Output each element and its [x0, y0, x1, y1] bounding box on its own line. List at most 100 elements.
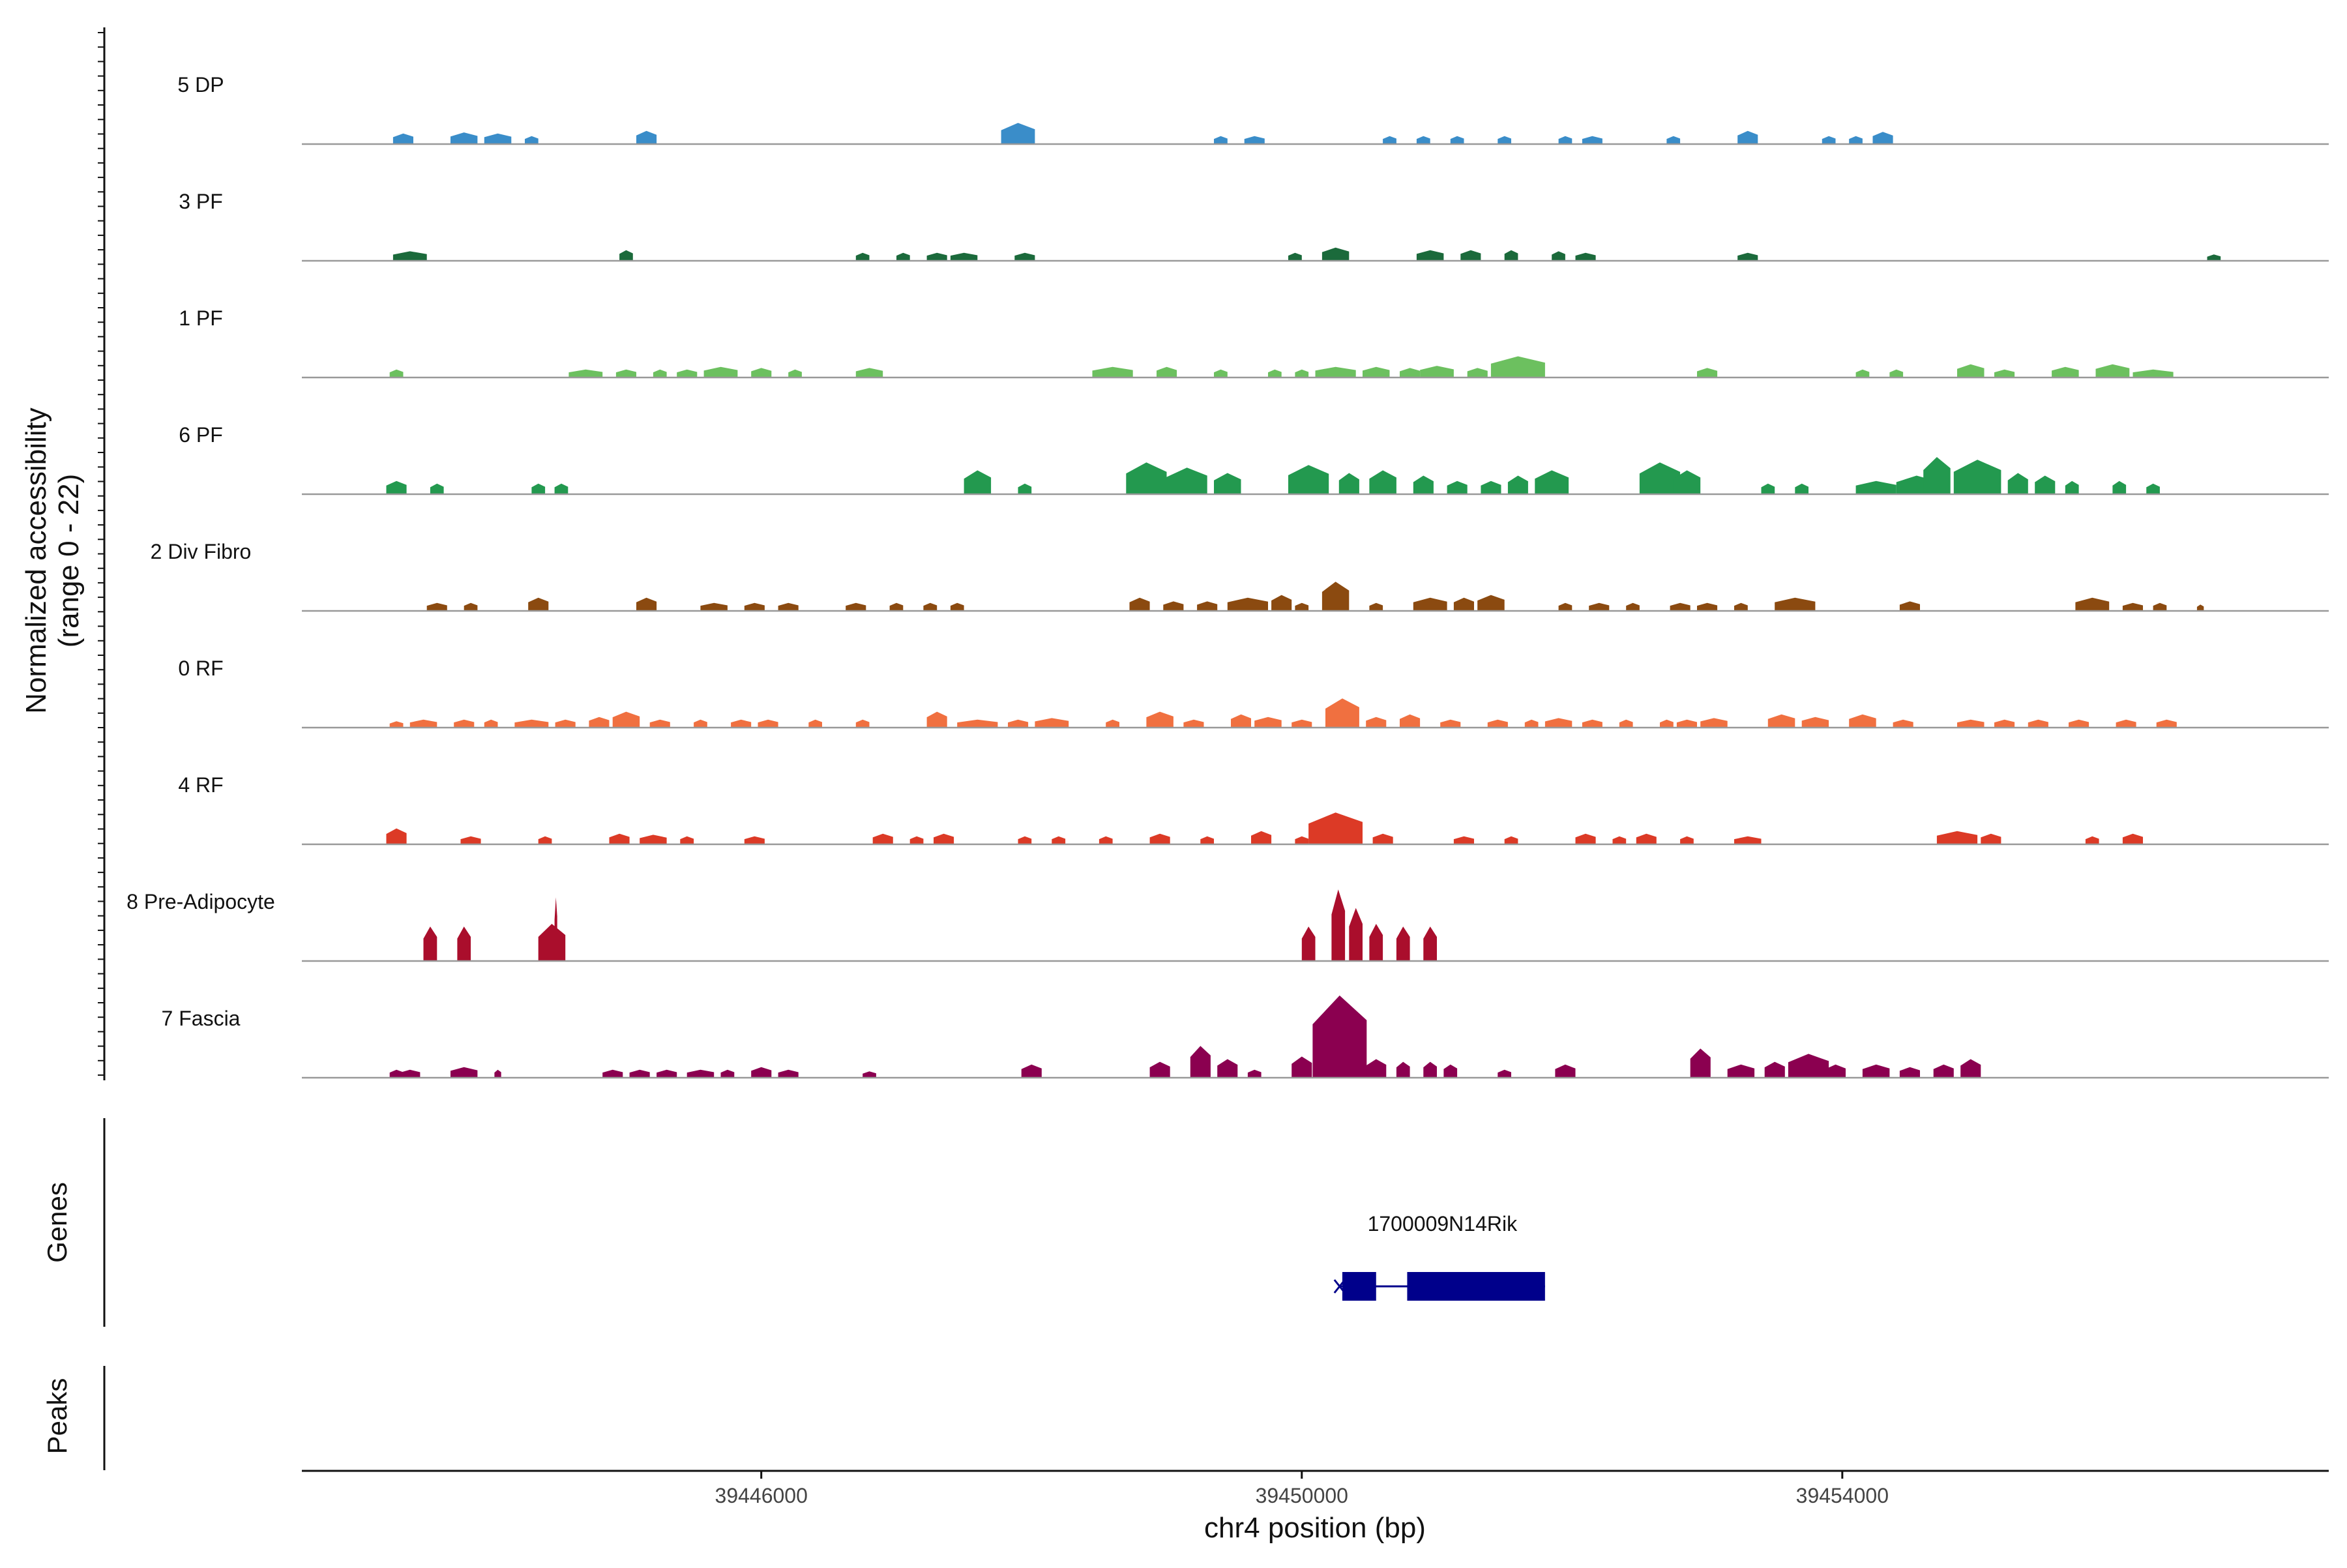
coverage-peak	[1490, 356, 1545, 377]
coverage-peak	[1214, 473, 1241, 494]
coverage-peak	[950, 252, 978, 261]
coverage-peak	[1923, 457, 1951, 494]
coverage-peak	[1149, 833, 1170, 844]
coverage-peak	[1383, 136, 1396, 144]
coverage-peak	[1666, 136, 1681, 144]
coverage-peak	[1788, 1054, 1829, 1078]
coverage-peak	[1558, 136, 1572, 144]
coverage-peak	[386, 828, 407, 844]
coverage-peak	[1734, 602, 1748, 611]
coverage-peak	[1331, 889, 1346, 961]
track-3-pf: 3 PF	[179, 190, 2329, 262]
coverage-peak	[677, 369, 698, 377]
coverage-peak	[629, 1069, 650, 1078]
coverage-peak	[680, 836, 694, 844]
coverage-peak	[1197, 601, 1218, 611]
coverage-peak	[2007, 473, 2028, 494]
coverage-peak	[568, 369, 603, 377]
coverage-peak	[1420, 366, 1454, 377]
y-axis-title-line1: Normalized accessibility	[20, 407, 52, 713]
coverage-peak	[409, 719, 437, 728]
coverage-peak	[1504, 836, 1518, 844]
coverage-peak	[1217, 1059, 1238, 1078]
coverage-peak	[964, 470, 992, 494]
coverage-peak	[1575, 833, 1596, 844]
coverage-peak	[1308, 812, 1363, 844]
coverage-peak	[1690, 1048, 1711, 1078]
gene-name-label: 1700009N14Rik	[1368, 1212, 1518, 1235]
coverage-peak	[1460, 250, 1481, 261]
coverage-peak	[1498, 1069, 1511, 1078]
coverage-peak	[1994, 719, 2015, 728]
coverage-peak	[1552, 251, 1565, 261]
coverage-peak	[454, 719, 475, 728]
coverage-peak	[1288, 465, 1329, 494]
track-6-pf: 6 PF	[179, 423, 2329, 496]
coverage-peak	[934, 833, 954, 844]
coverage-peak	[464, 602, 478, 611]
track-label: 0 RF	[178, 657, 223, 680]
coverage-peak	[1960, 1059, 1981, 1078]
coverage-peak	[1021, 1064, 1042, 1078]
coverage-peak	[1312, 995, 1367, 1078]
track-label: 5 DP	[177, 73, 224, 96]
coverage-peak	[2052, 366, 2079, 377]
coverage-peak	[1014, 252, 1035, 261]
coverage-peak	[1035, 718, 1069, 728]
track-0-rf: 0 RF	[178, 657, 2329, 729]
coverage-peak	[694, 719, 707, 728]
coverage-peak	[1372, 833, 1393, 844]
coverage-peak	[1855, 369, 1870, 377]
coverage-peak	[450, 1067, 478, 1078]
coverage-peak	[484, 719, 498, 728]
coverage-peak	[1849, 136, 1863, 144]
peaks-panel-title: Peaks	[42, 1378, 72, 1455]
coverage-peak	[1737, 252, 1758, 261]
coverage-peak	[1872, 132, 1893, 144]
coverage-peak	[400, 1069, 421, 1078]
coverage-peak	[457, 926, 471, 961]
coverage-peak	[1157, 366, 1177, 377]
coverage-peak	[1400, 368, 1421, 377]
x-tick-label: 39454000	[1796, 1484, 1889, 1507]
coverage-peak	[609, 833, 630, 844]
coverage-peak	[636, 130, 657, 144]
coverage-peak	[1893, 719, 1913, 728]
coverage-peak	[450, 132, 478, 144]
coverage-peak	[1423, 926, 1437, 961]
coverage-peak	[2028, 719, 2048, 728]
coverage-peak	[1450, 136, 1464, 144]
coverage-peak	[538, 836, 552, 844]
coverage-peak	[1477, 595, 1505, 611]
coverage-peak	[1487, 719, 1508, 728]
coverage-peak	[1734, 836, 1762, 844]
coverage-peak	[538, 924, 566, 961]
coverage-peak	[555, 719, 576, 728]
coverage-peak	[1504, 250, 1518, 261]
coverage-peak	[1146, 711, 1174, 728]
coverage-peak	[1338, 473, 1359, 494]
coverage-peak	[1626, 602, 1640, 611]
x-axis: 39446000 39450000 39454000	[302, 1470, 2329, 1507]
coverage-peak	[1498, 136, 1511, 144]
coverage-peak	[1822, 136, 1836, 144]
coverage-peak	[1106, 719, 1119, 728]
coverage-peak	[1396, 926, 1410, 961]
genes-panel: 1700009N14Rik	[103, 1118, 1545, 1327]
coverage-peak	[1524, 719, 1539, 728]
coverage-peak	[1214, 369, 1228, 377]
coverage-peak	[636, 597, 657, 611]
coverage-peak	[1183, 719, 1204, 728]
coverage-peak	[720, 1069, 735, 1078]
coverage-peak	[1957, 719, 1985, 728]
coverage-peak	[1163, 601, 1184, 611]
coverage-peak	[2133, 369, 2174, 377]
coverage-peak	[2069, 719, 2089, 728]
coverage-peak	[1447, 481, 1468, 494]
coverage-peak	[855, 368, 883, 377]
coverage-peak	[1737, 130, 1758, 144]
coverage-peak	[1292, 719, 1312, 728]
coverage-peak	[1443, 1064, 1458, 1078]
track-label: 2 Div Fibro	[151, 540, 252, 563]
coverage-peak	[1801, 717, 1829, 728]
